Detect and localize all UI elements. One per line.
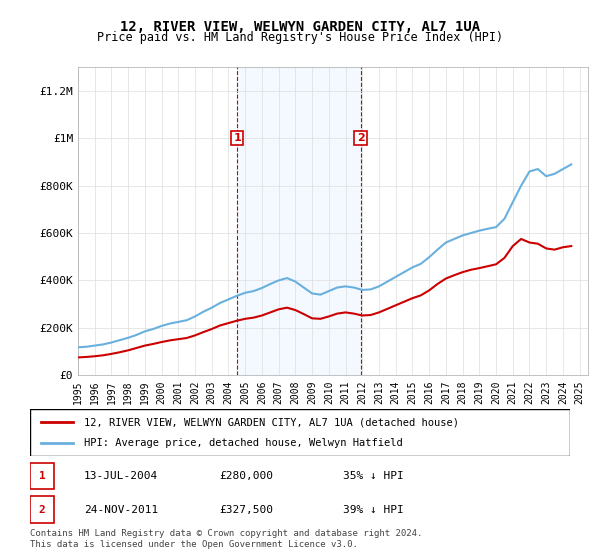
- Text: 12, RIVER VIEW, WELWYN GARDEN CITY, AL7 1UA: 12, RIVER VIEW, WELWYN GARDEN CITY, AL7 …: [120, 20, 480, 34]
- FancyBboxPatch shape: [30, 409, 570, 456]
- Text: 2: 2: [38, 505, 45, 515]
- Text: 39% ↓ HPI: 39% ↓ HPI: [343, 505, 404, 515]
- Text: 12, RIVER VIEW, WELWYN GARDEN CITY, AL7 1UA (detached house): 12, RIVER VIEW, WELWYN GARDEN CITY, AL7 …: [84, 417, 459, 427]
- Text: Contains HM Land Registry data © Crown copyright and database right 2024.
This d: Contains HM Land Registry data © Crown c…: [30, 529, 422, 549]
- Text: 35% ↓ HPI: 35% ↓ HPI: [343, 471, 404, 481]
- Text: £280,000: £280,000: [219, 471, 273, 481]
- Text: 1: 1: [233, 133, 241, 143]
- Text: 2: 2: [357, 133, 364, 143]
- Text: Price paid vs. HM Land Registry's House Price Index (HPI): Price paid vs. HM Land Registry's House …: [97, 31, 503, 44]
- Text: £327,500: £327,500: [219, 505, 273, 515]
- Text: HPI: Average price, detached house, Welwyn Hatfield: HPI: Average price, detached house, Welw…: [84, 438, 403, 448]
- FancyBboxPatch shape: [30, 463, 54, 489]
- FancyBboxPatch shape: [30, 496, 54, 523]
- Text: 1: 1: [38, 471, 45, 481]
- Text: 24-NOV-2011: 24-NOV-2011: [84, 505, 158, 515]
- Text: 13-JUL-2004: 13-JUL-2004: [84, 471, 158, 481]
- Bar: [238, 67, 361, 375]
